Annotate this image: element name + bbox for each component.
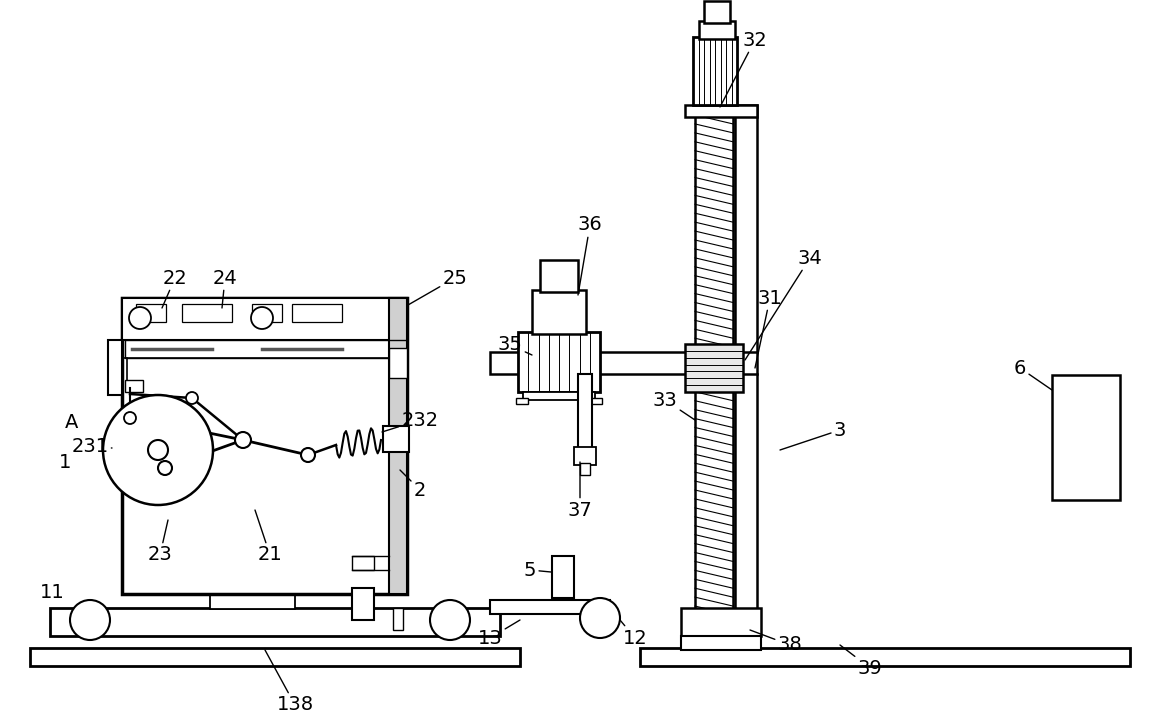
Bar — [540, 260, 578, 292]
Bar — [523, 392, 595, 400]
Bar — [682, 636, 761, 650]
Text: 138: 138 — [266, 650, 314, 714]
Bar — [51, 608, 501, 636]
Bar — [136, 304, 166, 322]
Bar — [699, 21, 736, 39]
Bar — [532, 290, 586, 334]
Bar — [682, 608, 761, 636]
Circle shape — [157, 461, 172, 475]
Bar — [182, 304, 231, 322]
Bar — [516, 398, 528, 404]
Text: 11: 11 — [40, 582, 65, 601]
Text: 24: 24 — [213, 269, 237, 308]
Text: 1: 1 — [59, 453, 72, 472]
Text: 33: 33 — [652, 390, 694, 420]
Text: 12: 12 — [620, 620, 647, 647]
Bar — [490, 600, 610, 614]
Bar — [640, 648, 1130, 666]
Bar — [293, 304, 342, 322]
Text: 31: 31 — [756, 288, 783, 368]
Text: 34: 34 — [745, 248, 822, 360]
Text: 23: 23 — [148, 520, 173, 564]
Circle shape — [125, 412, 136, 424]
Circle shape — [430, 600, 470, 640]
Bar — [122, 298, 407, 594]
Text: 21: 21 — [255, 510, 282, 564]
Text: 38: 38 — [750, 630, 803, 654]
Bar — [125, 340, 407, 358]
Text: 3: 3 — [780, 421, 846, 450]
Bar — [210, 595, 295, 609]
Text: 232: 232 — [382, 411, 438, 432]
Circle shape — [235, 432, 251, 448]
Bar — [590, 398, 602, 404]
Text: A: A — [66, 413, 79, 432]
Bar — [352, 588, 374, 620]
Circle shape — [186, 392, 199, 404]
Circle shape — [301, 448, 315, 462]
Text: 37: 37 — [568, 462, 592, 520]
Bar — [352, 556, 374, 570]
Bar — [108, 340, 122, 395]
Text: 32: 32 — [720, 31, 767, 107]
Text: 25: 25 — [408, 269, 468, 305]
Bar — [389, 348, 407, 378]
Text: 231: 231 — [72, 438, 112, 456]
Text: 35: 35 — [497, 336, 532, 355]
Bar — [251, 304, 282, 322]
Text: 6: 6 — [1014, 358, 1052, 390]
Text: 39: 39 — [840, 645, 882, 678]
Bar — [694, 105, 733, 615]
Circle shape — [129, 307, 152, 329]
Bar — [389, 298, 407, 594]
Text: 22: 22 — [162, 269, 187, 308]
Circle shape — [70, 600, 110, 640]
Bar — [125, 380, 143, 392]
Bar — [575, 447, 596, 465]
Bar — [122, 298, 407, 340]
Bar — [383, 426, 409, 452]
Circle shape — [251, 307, 273, 329]
Text: 13: 13 — [477, 620, 521, 647]
Bar — [31, 648, 521, 666]
Text: 36: 36 — [578, 215, 603, 295]
Bar — [552, 556, 575, 598]
Text: 2: 2 — [400, 470, 427, 499]
Bar — [1052, 375, 1120, 500]
Bar — [704, 1, 730, 23]
Bar — [736, 105, 757, 635]
Bar — [518, 332, 600, 392]
Text: 5: 5 — [524, 561, 551, 579]
Bar — [580, 463, 590, 475]
Bar — [685, 344, 743, 392]
Bar — [685, 105, 757, 117]
Bar — [490, 352, 694, 374]
Bar — [693, 37, 737, 105]
Circle shape — [148, 440, 168, 460]
Bar — [578, 374, 592, 449]
Circle shape — [580, 598, 620, 638]
Circle shape — [103, 395, 213, 505]
Bar — [392, 608, 403, 630]
